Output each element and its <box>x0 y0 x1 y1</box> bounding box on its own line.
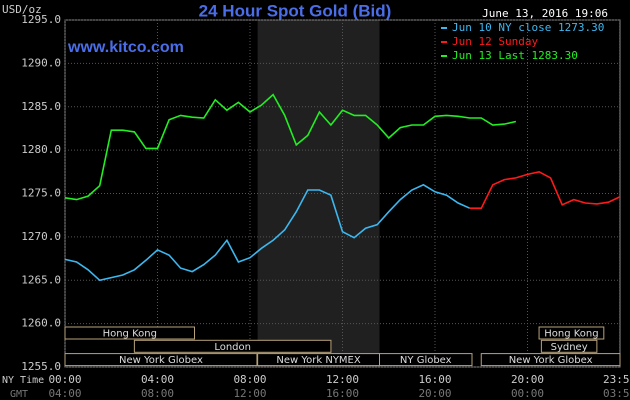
x2-tick-label: 12:00 <box>233 387 266 400</box>
line-series <box>64 93 517 201</box>
x2-tick-label: 20:00 <box>418 387 451 400</box>
x-tick-label: 08:00 <box>233 373 266 386</box>
y-tick-label: 1295.0 <box>21 13 61 26</box>
legend-entry: Jun 12 Sunday <box>452 35 538 48</box>
x2-tick-label: 08:00 <box>141 387 174 400</box>
y-tick-label: 1255.0 <box>21 360 61 373</box>
y-tick-label: 1285.0 <box>21 100 61 113</box>
x-tick-label: 20:00 <box>511 373 544 386</box>
session-label: New York Globex <box>509 355 593 366</box>
chart-title: 24 Hour Spot Gold (Bid) <box>199 1 392 20</box>
session-box <box>538 326 605 340</box>
y-tick-label: 1280.0 <box>21 143 61 156</box>
x2-tick-label: 04:00 <box>48 387 81 400</box>
session-box <box>480 353 621 367</box>
y-tick-label: 1265.0 <box>21 273 61 286</box>
timestamp: June 13, 2016 19:06 <box>482 7 608 20</box>
x2-axis-label: GMT <box>10 389 28 400</box>
y-tick-label: 1270.0 <box>21 230 61 243</box>
session-box <box>133 339 332 353</box>
session-box <box>540 339 598 353</box>
x-tick-label: 16:00 <box>418 373 451 386</box>
session-label: Sydney <box>551 342 588 353</box>
session-box <box>64 326 195 340</box>
legend-entry: Jun 13 Last 1283.30 <box>452 49 578 62</box>
line-series <box>64 183 471 282</box>
source: www.kitco.com <box>67 39 184 56</box>
session-label: London <box>214 342 251 353</box>
y-axis-label: USD/oz <box>2 3 42 16</box>
x-tick-label: 00:00 <box>48 373 81 386</box>
session-label: New York NYMEX <box>276 355 361 366</box>
x-tick-label: 12:00 <box>326 373 359 386</box>
line-series <box>469 170 620 209</box>
x2-tick-label: 03:59 <box>603 387 630 400</box>
session-box <box>379 353 473 367</box>
x-tick-label: 04:00 <box>141 373 174 386</box>
x2-tick-label: 16:00 <box>326 387 359 400</box>
y-tick-label: 1290.0 <box>21 56 61 69</box>
session-label: New York Globex <box>119 355 203 366</box>
y-tick-label: 1260.0 <box>21 317 61 330</box>
session-label: Hong Kong <box>544 329 598 340</box>
x2-tick-label: 00:00 <box>511 387 544 400</box>
session-label: Hong Kong <box>103 329 157 340</box>
x-tick-label: 23:59 <box>603 373 630 386</box>
y-tick-label: 1275.0 <box>21 187 61 200</box>
session-box <box>64 353 258 367</box>
session-label: NY Globex <box>400 355 452 366</box>
x-axis-label: NY Time <box>2 375 44 386</box>
legend-entry: Jun 10 NY close 1273.30 <box>452 21 604 34</box>
